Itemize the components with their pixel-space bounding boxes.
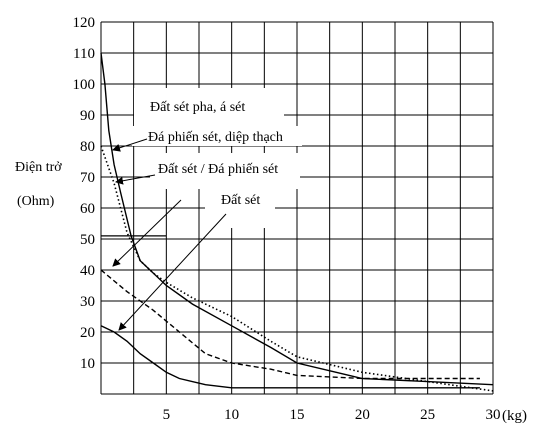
y-tick-label: 40 [80, 263, 95, 279]
x-tick-label: 10 [224, 407, 239, 423]
y-tick-label: 10 [80, 356, 95, 372]
series-line-1 [100, 52, 494, 386]
y-tick-label: 30 [80, 294, 95, 310]
chart-series [100, 52, 494, 392]
x-tick-label: 20 [355, 407, 370, 423]
series-line-4 [100, 325, 480, 389]
chart-grid [100, 21, 494, 395]
y-tick-label: 20 [80, 325, 95, 341]
annotation-box-4 [205, 183, 275, 228]
annotation-box-2 [132, 126, 302, 146]
x-tick-label: 15 [290, 407, 305, 423]
x-tick-label: 30 [486, 407, 501, 423]
y-tick-label: 100 [73, 77, 96, 93]
annotation-dat-set-da-phien-set: Đất sét / Đá phiến sét [158, 162, 278, 177]
x-tick-label: 25 [420, 407, 435, 423]
arrow-da-phien-set-lower [112, 199, 182, 267]
arrow-dat-set-da-phien [115, 174, 156, 185]
y-tick-label: 50 [80, 232, 95, 248]
y-tick-label: 60 [80, 201, 95, 217]
annotation-dat-set-pha: Đất sét pha, á sét [150, 100, 245, 115]
y-tick-label: 120 [73, 15, 96, 31]
series-line-2 [100, 145, 494, 392]
arrow-da-phien-set [112, 138, 148, 152]
annotation-da-phien-set-diep-thach: Đá phiến sét, diệp thạch [148, 130, 283, 145]
x-axis-unit: (kg) [502, 408, 527, 424]
x-tick-label: 5 [163, 407, 171, 423]
y-axis-label-line1: Điện trở [15, 160, 62, 175]
annotation-arrows [112, 138, 227, 331]
y-tick-label: 110 [73, 46, 95, 62]
chart-tick-labels: 5 10 15 20 25 30 10 20 30 40 50 60 70 80 90 100 110 120 [73, 15, 501, 423]
y-tick-label: 70 [80, 170, 95, 186]
y-axis-label-line2: (Ohm) [17, 194, 55, 209]
series-line-3 [100, 269, 480, 380]
annotation-box-1 [134, 88, 284, 128]
annotation-dat-set: Đất sét [221, 193, 260, 208]
y-tick-label: 90 [80, 108, 95, 124]
arrow-dat-set [118, 213, 227, 331]
y-tick-label: 80 [80, 139, 95, 155]
